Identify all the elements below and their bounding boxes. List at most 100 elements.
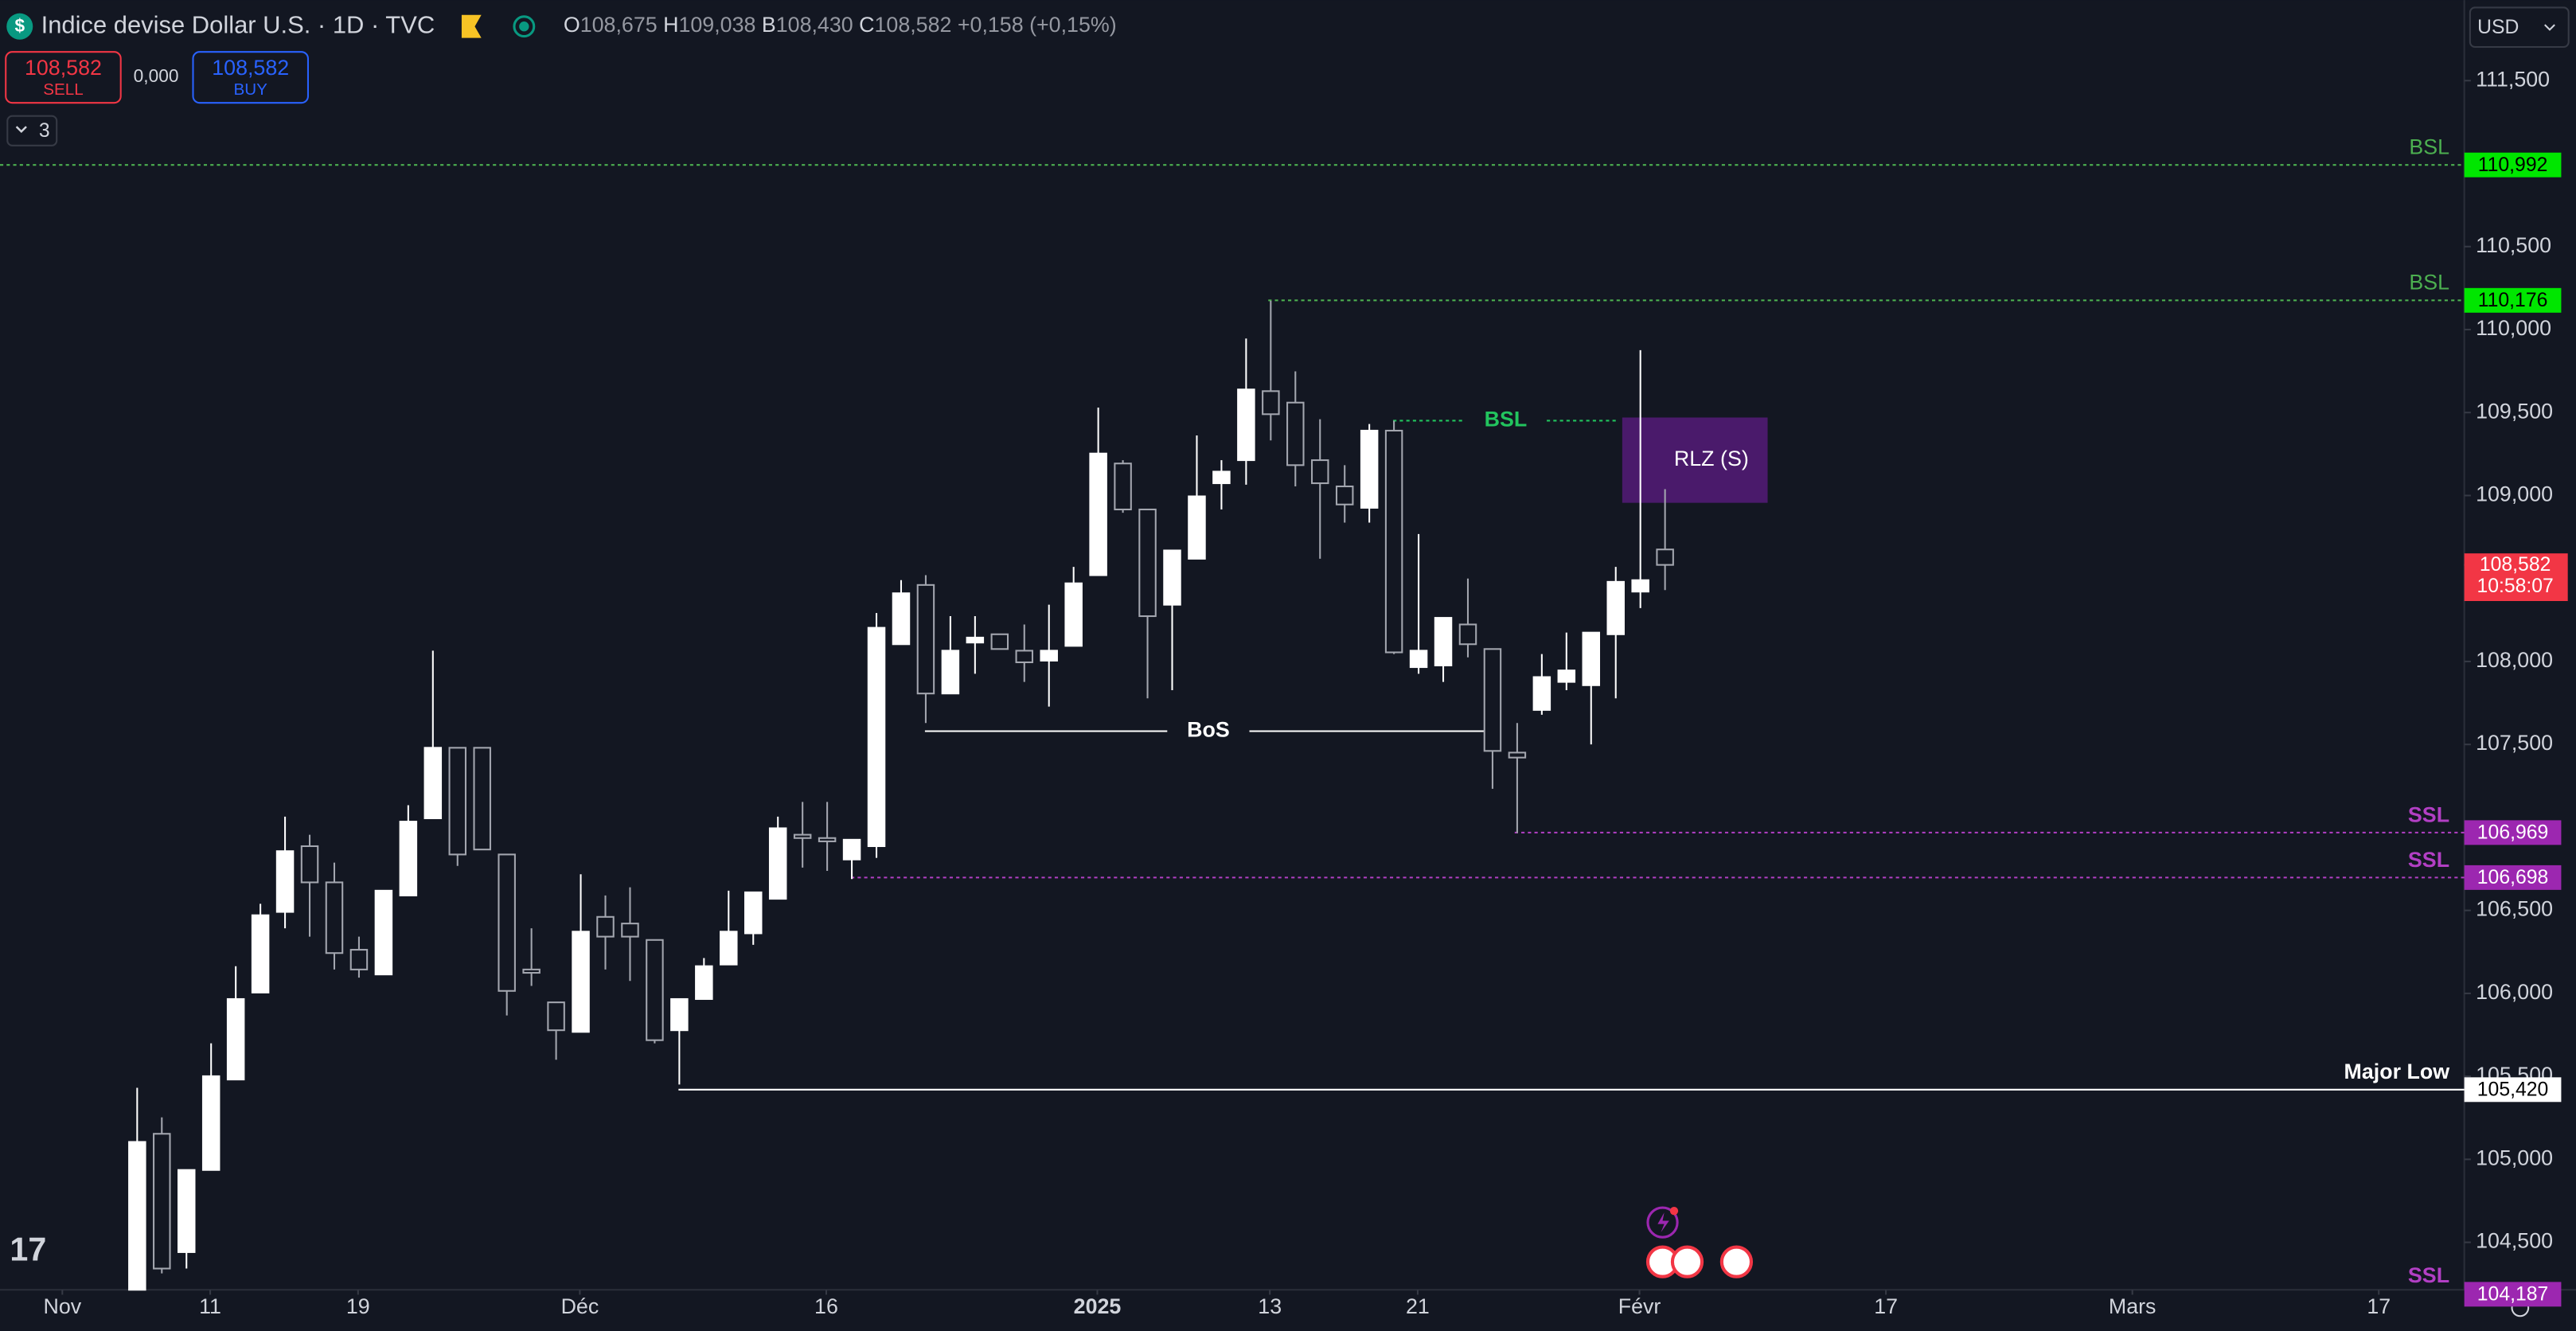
chevron <box>2544 24 2555 31</box>
ohlc-value: 108,582 <box>875 13 952 37</box>
candle-body <box>842 838 861 861</box>
candle-body <box>423 747 443 819</box>
tv-logo: 17 <box>10 1231 46 1268</box>
candle-body <box>941 650 960 695</box>
candle-body <box>1310 459 1329 485</box>
candle-body <box>990 633 1009 650</box>
candle-body <box>1360 429 1379 509</box>
candle-body <box>572 931 590 1033</box>
last-price-label: 108,582 <box>2480 554 2551 576</box>
candle-body <box>1237 388 1255 462</box>
currency[interactable]: USD <box>2477 17 2519 38</box>
y-tick-label: 107,500 <box>2476 731 2553 755</box>
ohlc-value: 109,038 <box>678 13 755 37</box>
y-tick-label: 104,500 <box>2476 1229 2553 1253</box>
symbol-title: Indice devise Dollar U.S. · 1D · TVC <box>41 10 435 38</box>
candle-body <box>1138 508 1157 618</box>
level-label: BSL <box>2409 135 2449 159</box>
candle-body <box>1015 650 1034 664</box>
event-badge <box>1669 1207 1679 1216</box>
candle-body <box>1212 470 1231 485</box>
price-tag-label: 110,992 <box>2478 154 2548 176</box>
price-tag <box>2464 820 2562 845</box>
candle-body <box>325 881 344 954</box>
level-label: BSL <box>2409 271 2449 295</box>
candle-body <box>1606 580 1625 635</box>
symbol-icon <box>6 13 33 40</box>
candle-body <box>201 1075 221 1171</box>
candle-body <box>177 1169 196 1253</box>
y-tick-label: 110,000 <box>2476 316 2551 340</box>
candle-body <box>275 850 295 913</box>
candle-body <box>1114 463 1132 511</box>
x-tick-label: 2025 <box>1074 1294 1122 1318</box>
sell-price[interactable]: 108,582 <box>25 56 102 80</box>
x-tick-label: 13 <box>1258 1294 1282 1318</box>
level-label: SSL <box>2408 1263 2449 1287</box>
ohlc-key: H <box>663 13 678 37</box>
candle-body <box>349 949 369 970</box>
ohlc-value: 108,430 <box>776 13 853 37</box>
x-tick-label: Mars <box>2109 1294 2156 1318</box>
candle-body <box>1434 617 1453 666</box>
x-tick-label: 19 <box>346 1294 370 1318</box>
candle-body <box>522 968 541 974</box>
x-tick-label: 17 <box>2367 1294 2391 1318</box>
candle-body <box>251 914 270 993</box>
chevron <box>15 126 27 134</box>
sell-label[interactable]: SELL <box>43 80 83 99</box>
candle-body <box>670 997 689 1032</box>
price-tag <box>2464 1077 2562 1103</box>
y-tick-label: 105,000 <box>2476 1146 2553 1169</box>
candle-body <box>1582 631 1601 686</box>
candle-body <box>1409 650 1428 669</box>
x-tick-label: Nov <box>43 1294 81 1318</box>
candle-body <box>1335 485 1354 505</box>
candle-body <box>744 891 763 935</box>
candle-body <box>793 833 812 839</box>
buy-label[interactable]: BUY <box>234 80 268 99</box>
price-tag-label: 106,698 <box>2477 867 2548 888</box>
candle-body <box>153 1133 171 1270</box>
event-flag[interactable] <box>1670 1245 1704 1278</box>
buy-price[interactable]: 108,582 <box>212 56 289 80</box>
candle-body <box>300 845 319 884</box>
zone <box>1622 417 1768 503</box>
currency-button[interactable] <box>2469 6 2570 49</box>
x-tick-label: 11 <box>199 1294 221 1318</box>
level-label: SSL <box>2408 802 2449 826</box>
x-tick-label: Déc <box>561 1294 599 1318</box>
candle-body <box>374 889 393 976</box>
x-tick-label: 16 <box>814 1294 838 1318</box>
candle-body <box>1458 623 1477 646</box>
y-tick-label: 109,500 <box>2476 399 2553 423</box>
zone-label: RLZ (S) <box>1674 447 1749 470</box>
candle-body <box>1532 676 1551 711</box>
event-icon[interactable] <box>1646 1206 1679 1239</box>
ohlc-key: C <box>859 13 874 37</box>
buy-button[interactable] <box>192 51 309 104</box>
candle-body <box>448 747 467 856</box>
y-tick-label: 106,000 <box>2476 980 2553 1004</box>
y-tick-label: 108,000 <box>2476 648 2553 672</box>
candle-body <box>1040 650 1058 662</box>
candle-body <box>547 1001 565 1032</box>
candle-body <box>1384 429 1403 654</box>
sell-button[interactable] <box>5 51 122 104</box>
event-flag[interactable] <box>1719 1245 1754 1278</box>
last-price-tag <box>2464 553 2568 602</box>
price-tag <box>2464 152 2562 178</box>
x-tick-label: 17 <box>1874 1294 1898 1318</box>
candle-body <box>1262 390 1280 416</box>
economic-events <box>1645 1245 1754 1278</box>
indicators-toggle[interactable] <box>6 115 58 146</box>
price-tag-label: 104,187 <box>2477 1283 2548 1305</box>
ohlc-key: O <box>564 13 580 37</box>
indicators-count[interactable]: 3 <box>39 120 50 142</box>
y-tick-label: 109,000 <box>2476 482 2553 506</box>
price-tag <box>2464 287 2562 313</box>
level-label: BoS <box>1187 718 1230 742</box>
x-tick-label: Févr <box>1618 1294 1661 1318</box>
